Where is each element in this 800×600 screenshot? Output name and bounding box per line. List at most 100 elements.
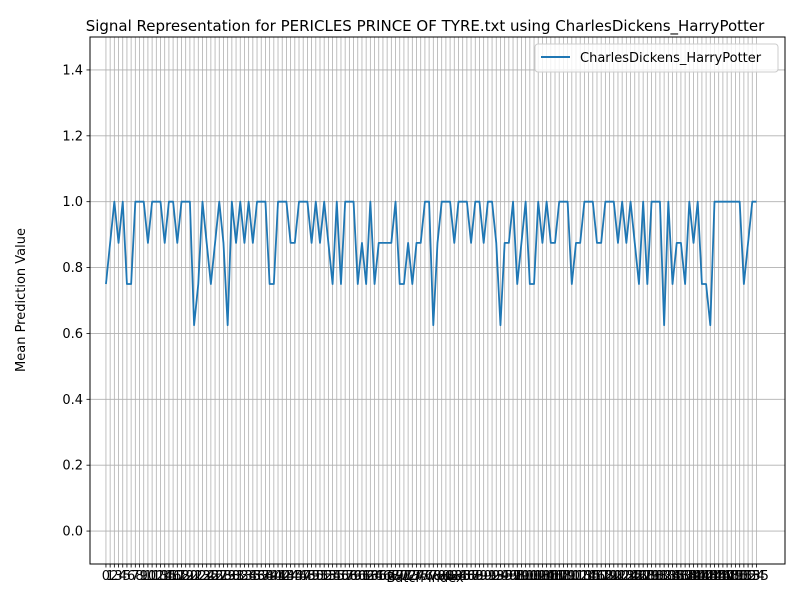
x-tick-label: 59	[345, 569, 362, 584]
x-tick-label: 124	[614, 569, 639, 584]
x-tick-label: 27	[211, 569, 228, 584]
x-tick-label: 3	[114, 569, 122, 584]
x-tick-label: 50	[308, 569, 325, 584]
x-tick-label: 113	[568, 569, 593, 584]
x-tick-label: 98	[509, 569, 526, 584]
x-tick-label: 128	[631, 569, 656, 584]
x-tick-label: 43	[278, 569, 295, 584]
x-tick-label: 101	[517, 569, 542, 584]
x-tick-label: 78	[425, 569, 442, 584]
x-tick-label: 22	[190, 569, 207, 584]
x-tick-label: 147	[710, 569, 735, 584]
x-tick-label: 103	[526, 569, 551, 584]
x-tick-label: 102	[522, 569, 547, 584]
x-tick-label: 62	[358, 569, 375, 584]
x-tick-label: 130	[639, 569, 664, 584]
x-tick-label: 26	[207, 569, 224, 584]
x-tick-label: 37	[253, 569, 270, 584]
y-tick-label: 0.8	[62, 261, 83, 276]
x-tick-label: 57	[337, 569, 354, 584]
x-axis-label: Batch Index	[386, 571, 464, 586]
y-tick-label: 1.2	[62, 129, 83, 144]
x-tick-label: 105	[534, 569, 559, 584]
x-tick-label: 36	[249, 569, 266, 584]
x-tick-label: 65	[370, 569, 387, 584]
x-tick-label: 41	[270, 569, 287, 584]
x-tick-label: 68	[383, 569, 400, 584]
x-tick-label: 7	[131, 569, 139, 584]
chart-title: Signal Representation for PERICLES PRINC…	[86, 17, 765, 36]
y-tick-label: 0.4	[62, 393, 83, 408]
x-tick-label: 146	[706, 569, 731, 584]
x-tick-label: 111	[559, 569, 584, 584]
x-tick-label: 118	[589, 569, 614, 584]
x-tick-label: 95	[496, 569, 513, 584]
x-tick-label: 141	[685, 569, 710, 584]
x-tick-label: 143	[694, 569, 719, 584]
x-tick-label: 42	[274, 569, 291, 584]
x-tick-label: 89	[471, 569, 488, 584]
x-tick-label: 5	[123, 569, 131, 584]
x-tick-label: 109	[551, 569, 576, 584]
x-tick-label: 8	[135, 569, 143, 584]
x-tick-label: 19	[177, 569, 194, 584]
x-tick-label: 151	[727, 569, 752, 584]
x-tick-label: 33	[236, 569, 253, 584]
x-tick-label: 13	[152, 569, 169, 584]
x-tick-label: 132	[648, 569, 673, 584]
x-tick-label: 80	[433, 569, 450, 584]
x-tick-label: 120	[597, 569, 622, 584]
x-tick-label: 116	[580, 569, 605, 584]
x-tick-label: 47	[295, 569, 312, 584]
x-tick-label: 112	[564, 569, 589, 584]
x-tick-label: 145	[702, 569, 727, 584]
x-tick-label: 115	[576, 569, 601, 584]
x-tick-label: 106	[538, 569, 563, 584]
x-tick-label: 139	[677, 569, 702, 584]
x-tick-label: 17	[169, 569, 186, 584]
x-tick-label: 28	[215, 569, 232, 584]
x-tick-label: 52	[316, 569, 333, 584]
x-tick-label: 71	[396, 569, 413, 584]
legend: CharlesDickens_HarryPotter	[534, 43, 779, 73]
x-tick-label: 100	[513, 569, 538, 584]
x-tick-label: 66	[375, 569, 392, 584]
x-tick-label: 79	[429, 569, 446, 584]
x-tick-label: 35	[245, 569, 262, 584]
x-tick-label: 92	[484, 569, 501, 584]
x-tick-label: 97	[505, 569, 522, 584]
x-tick-label: 49	[303, 569, 320, 584]
x-tick-label: 21	[186, 569, 203, 584]
x-tick-label: 123	[610, 569, 635, 584]
x-tick-label: 155	[744, 569, 769, 584]
y-tick-label: 0.2	[62, 459, 83, 474]
x-tick-label: 61	[354, 569, 371, 584]
x-tick-label: 87	[463, 569, 480, 584]
x-tick-label: 9	[140, 569, 148, 584]
x-tick-label: 154	[740, 569, 765, 584]
x-tick-label: 40	[266, 569, 283, 584]
x-tick-label: 86	[459, 569, 476, 584]
x-tick-label: 138	[673, 569, 698, 584]
y-tick-label: 0.6	[62, 327, 83, 342]
x-tick-label: 99	[513, 569, 530, 584]
y-tick-label: 1.4	[62, 63, 83, 78]
x-tick-label: 31	[228, 569, 245, 584]
grid-lines	[90, 37, 785, 564]
x-tick-label: 76	[417, 569, 434, 584]
x-tick-label: 119	[593, 569, 618, 584]
x-tick-label: 56	[333, 569, 350, 584]
x-tick-label: 24	[198, 569, 215, 584]
x-tick-label: 4	[119, 569, 127, 584]
x-tick-label: 39	[261, 569, 278, 584]
x-tick-label: 121	[601, 569, 626, 584]
x-tick-label: 131	[643, 569, 668, 584]
x-tick-label: 96	[501, 569, 518, 584]
x-tick-label: 73	[404, 569, 421, 584]
x-tick-label: 23	[194, 569, 211, 584]
x-tick-label: 1	[106, 569, 114, 584]
x-tick-label: 90	[475, 569, 492, 584]
x-tick-label: 48	[299, 569, 316, 584]
x-tick-label: 77	[421, 569, 438, 584]
